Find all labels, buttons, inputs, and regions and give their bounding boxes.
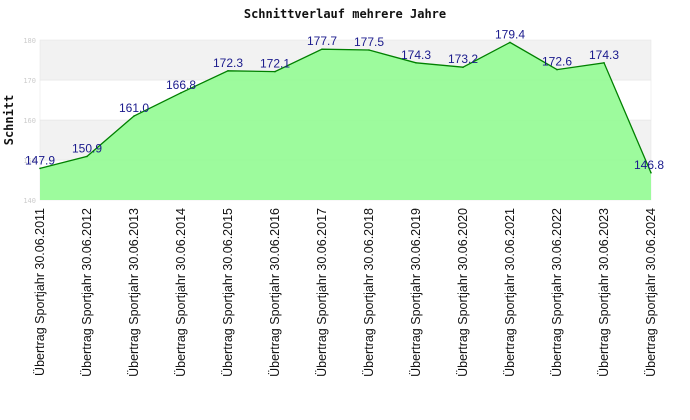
chart-title: Schnittverlauf mehrere Jahre	[244, 7, 446, 21]
y-tick-label: 170	[23, 77, 36, 85]
x-tick-label: Übertrag Sportjahr 30.06.2024	[644, 208, 658, 377]
x-tick-label: Übertrag Sportjahr 30.06.2013	[127, 208, 141, 377]
data-labels: 147.9 150.9 161.0 166.8 172.3 172.1 177.7 177.5…	[25, 27, 664, 174]
x-axis-ticks: Übertrag Sportjahr 30.06.2011 Übertrag Sp…	[33, 208, 658, 377]
x-tick-label: Übertrag Sportjahr 30.06.2017	[315, 208, 329, 377]
data-label: 173.2	[448, 52, 478, 66]
data-point	[368, 49, 370, 51]
x-tick-label: Übertrag Sportjahr 30.06.2023	[597, 208, 611, 377]
x-tick-label: Übertrag Sportjahr 30.06.2014	[174, 208, 188, 377]
data-point	[650, 172, 652, 174]
x-tick-label: Übertrag Sportjahr 30.06.2019	[409, 208, 423, 377]
y-tick-label: 160	[23, 117, 36, 125]
data-label: 146.8	[634, 158, 664, 172]
data-point	[321, 48, 323, 50]
x-tick-label: Übertrag Sportjahr 30.06.2011	[33, 208, 47, 376]
data-label: 166.8	[166, 78, 196, 92]
y-tick-label: 150	[23, 157, 36, 165]
x-tick-label: Übertrag Sportjahr 30.06.2022	[550, 208, 564, 377]
data-label: 179.4	[495, 27, 525, 41]
y-tick-label: 180	[23, 37, 36, 45]
area-fill	[40, 42, 651, 201]
data-point	[462, 66, 464, 68]
data-point	[180, 92, 182, 94]
data-label: 177.7	[307, 34, 337, 48]
data-point	[556, 68, 558, 71]
y-axis-label: Schnitt	[2, 95, 16, 146]
x-tick-label: Übertrag Sportjahr 30.06.2012	[80, 208, 94, 377]
data-label: 174.3	[401, 48, 431, 62]
data-label: 174.3	[589, 48, 619, 62]
series-line	[39, 41, 652, 174]
data-label: 147.9	[25, 153, 55, 167]
y-axis-ticks: 140 150 160 170 180	[23, 37, 36, 205]
data-point	[39, 167, 41, 170]
data-point	[274, 70, 276, 73]
x-tick-label: Übertrag Sportjahr 30.06.2021	[503, 208, 517, 377]
data-point	[227, 70, 229, 72]
data-point	[509, 41, 511, 44]
y-tick-label: 140	[23, 197, 36, 205]
data-point	[133, 115, 135, 117]
data-label: 177.5	[354, 35, 384, 49]
data-label: 172.6	[542, 55, 572, 69]
data-label: 172.1	[260, 57, 290, 71]
x-tick-label: Übertrag Sportjahr 30.06.2020	[456, 208, 470, 377]
x-tick-label: Übertrag Sportjahr 30.06.2015	[221, 208, 235, 377]
data-point	[603, 62, 605, 64]
x-tick-label: Übertrag Sportjahr 30.06.2018	[362, 208, 376, 377]
data-point	[415, 62, 417, 64]
data-label: 150.9	[72, 141, 102, 155]
x-tick-label: Übertrag Sportjahr 30.06.2016	[268, 208, 282, 377]
data-label: 172.3	[213, 56, 243, 70]
data-point	[86, 155, 88, 158]
data-label: 161.0	[119, 101, 149, 115]
